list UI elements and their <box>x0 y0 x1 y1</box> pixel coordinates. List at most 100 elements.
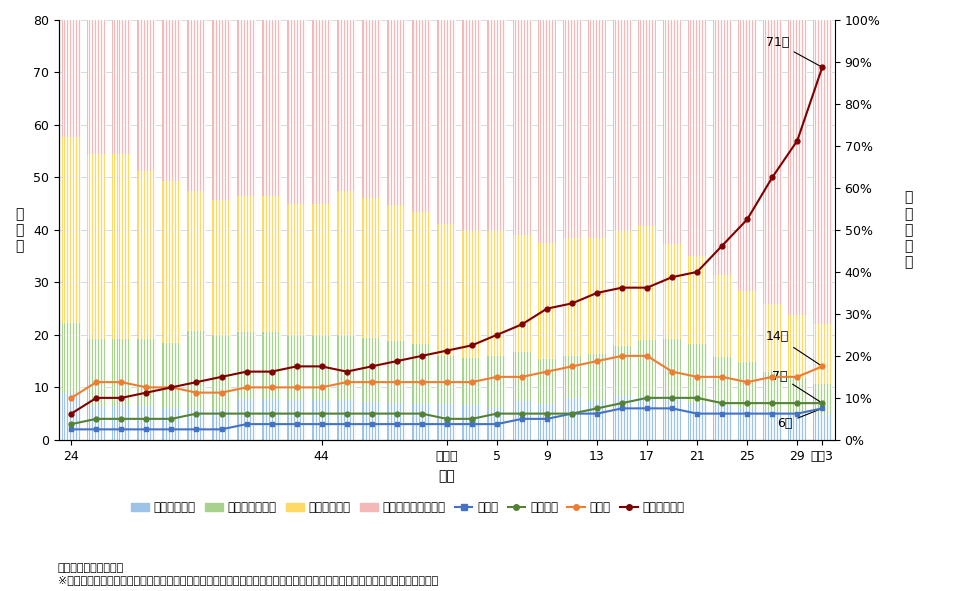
Bar <box>537 404 556 440</box>
Bar <box>362 402 382 440</box>
Bar <box>312 335 331 401</box>
Bar <box>813 20 832 324</box>
Bar <box>663 397 681 440</box>
Bar <box>287 204 306 335</box>
Bar <box>638 340 657 397</box>
Bar <box>187 409 206 440</box>
Bar <box>62 137 81 323</box>
Bar <box>713 405 731 440</box>
Bar <box>213 335 231 410</box>
Bar <box>463 358 481 405</box>
Bar <box>688 256 706 344</box>
Bar <box>412 20 431 212</box>
Bar <box>162 408 181 440</box>
Bar <box>788 414 807 440</box>
Bar <box>362 338 382 402</box>
Bar <box>262 400 281 440</box>
Bar <box>287 20 306 204</box>
Text: ※東京圈（埼玉、千葉、東京、神奈川）、名古屋圈（岐阜、愛知、三重）、大阪圈（滋賀、京都、大阪、兵庫、奈良、和歌山）: ※東京圈（埼玉、千葉、東京、神奈川）、名古屋圈（岐阜、愛知、三重）、大阪圈（滋賀… <box>58 575 439 585</box>
Bar <box>162 181 181 343</box>
Bar <box>688 403 706 440</box>
Bar <box>713 20 731 275</box>
Bar <box>112 339 130 406</box>
Bar <box>513 235 531 352</box>
Bar <box>262 332 281 400</box>
Bar <box>238 332 256 400</box>
Bar <box>213 200 231 335</box>
Bar <box>488 20 506 230</box>
Bar <box>488 230 506 356</box>
Bar <box>112 20 130 154</box>
Bar <box>412 212 431 344</box>
Bar <box>87 20 105 154</box>
Bar <box>312 20 331 204</box>
Bar <box>813 324 832 384</box>
Bar <box>262 196 281 332</box>
Bar <box>638 397 657 440</box>
X-axis label: 年度: 年度 <box>439 469 455 483</box>
Bar <box>137 339 156 406</box>
Bar <box>187 20 206 191</box>
Bar <box>788 378 807 414</box>
Bar <box>513 20 531 235</box>
Bar <box>112 154 130 339</box>
Bar <box>387 341 406 403</box>
Bar <box>587 238 607 355</box>
Bar <box>612 20 632 230</box>
Bar <box>788 20 807 316</box>
Bar <box>663 339 681 397</box>
Bar <box>337 401 356 440</box>
Bar <box>287 335 306 401</box>
Bar <box>337 335 356 401</box>
Bar <box>162 343 181 408</box>
Bar <box>763 304 781 372</box>
Bar <box>412 344 431 404</box>
Bar <box>62 20 81 137</box>
Bar <box>663 245 681 339</box>
Bar <box>238 20 256 196</box>
Bar <box>387 205 406 341</box>
Bar <box>788 316 807 378</box>
Bar <box>587 401 607 440</box>
Bar <box>638 226 657 340</box>
Bar <box>387 20 406 205</box>
Legend: 東京圈の割合, 名古屋圈の割合, 大阪圈の割合, その他の地域の割合, 東京圈, 名古屋圈, 大阪圈, その他の地域: 東京圈の割合, 名古屋圈の割合, 大阪圈の割合, その他の地域の割合, 東京圈,… <box>127 496 690 518</box>
Bar <box>763 372 781 411</box>
Bar <box>813 414 832 440</box>
Bar <box>187 191 206 331</box>
Bar <box>612 397 632 440</box>
Y-axis label: 大
学
数: 大 学 数 <box>15 207 23 253</box>
Text: 71校: 71校 <box>765 36 820 66</box>
Bar <box>713 275 731 358</box>
Text: 7校: 7校 <box>772 369 820 402</box>
Bar <box>137 20 156 171</box>
Bar <box>438 404 456 440</box>
Bar <box>587 355 607 401</box>
Bar <box>688 344 706 403</box>
Bar <box>62 323 81 393</box>
Bar <box>213 20 231 200</box>
Bar <box>438 20 456 224</box>
Bar <box>813 384 832 414</box>
Bar <box>112 406 130 440</box>
Bar <box>638 20 657 226</box>
Bar <box>262 20 281 196</box>
Bar <box>187 331 206 409</box>
Bar <box>488 356 506 408</box>
Bar <box>387 403 406 440</box>
Y-axis label: 地
区
の
割
合: 地 区 の 割 合 <box>904 190 912 269</box>
Bar <box>612 346 632 397</box>
Text: 出典『全国大学一覧』: 出典『全国大学一覧』 <box>58 563 125 573</box>
Bar <box>738 362 756 408</box>
Bar <box>412 404 431 440</box>
Bar <box>612 230 632 346</box>
Bar <box>537 243 556 359</box>
Bar <box>87 339 105 406</box>
Bar <box>738 408 756 440</box>
Bar <box>463 230 481 358</box>
Bar <box>312 401 331 440</box>
Bar <box>137 171 156 339</box>
Bar <box>537 359 556 404</box>
Bar <box>562 238 582 356</box>
Bar <box>337 20 356 190</box>
